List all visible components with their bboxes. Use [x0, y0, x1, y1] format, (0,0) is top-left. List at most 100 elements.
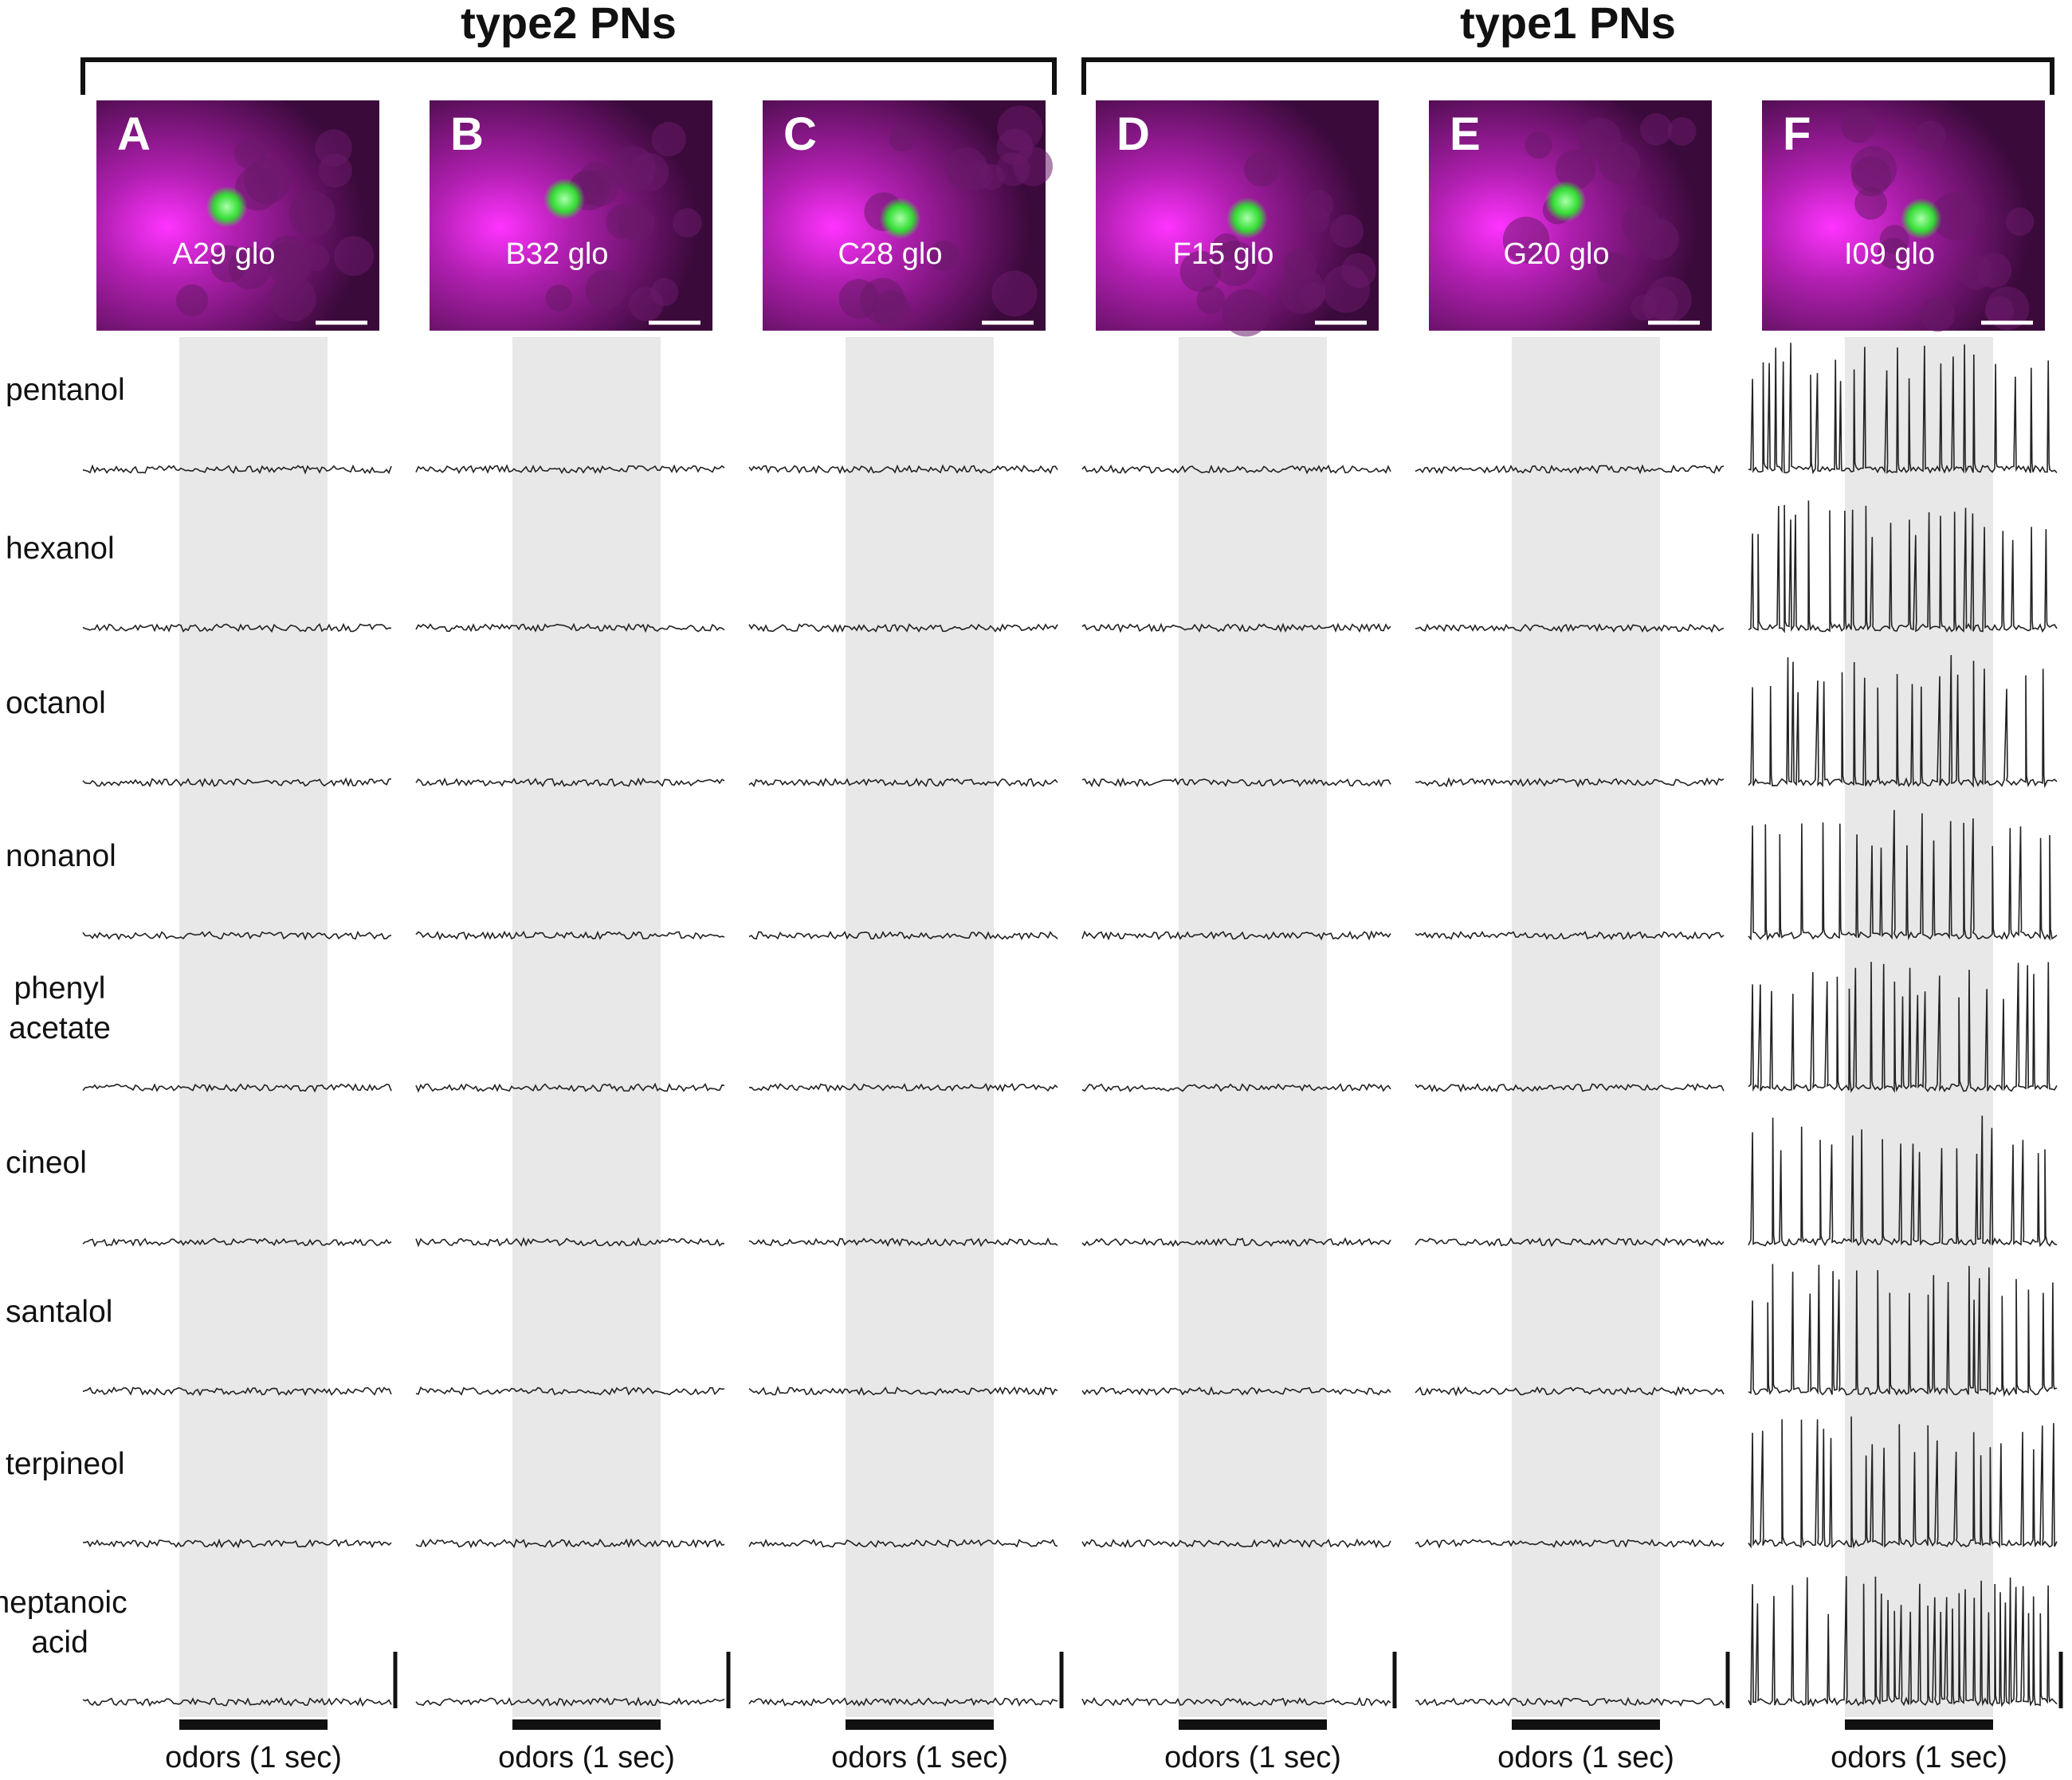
voltage-trace	[1748, 1264, 2058, 1398]
glomerulus	[618, 204, 655, 241]
glomerulus	[1596, 252, 1631, 286]
voltage-trace	[748, 464, 1058, 475]
voltage-trace	[82, 464, 392, 475]
glomerulus	[288, 190, 336, 237]
odor-label: terpineol	[6, 1447, 125, 1481]
stimulus-window	[846, 337, 994, 1717]
glomerulus	[1330, 214, 1364, 249]
glomerulus	[334, 236, 375, 276]
odor-label: cineol	[6, 1146, 87, 1180]
stimulus-window	[512, 337, 661, 1717]
glomerulus	[1578, 117, 1622, 160]
glomerulus-label: I09 glo	[1844, 237, 1935, 271]
glomerulus	[1854, 186, 1887, 220]
voltage-trace	[748, 1386, 1058, 1396]
stimulus-label: odors (1 sec)	[1831, 1741, 2007, 1774]
labeled-glomerulus	[206, 186, 248, 228]
stimulus-label: odors (1 sec)	[1164, 1741, 1341, 1774]
voltage-trace	[415, 930, 725, 941]
voltage-trace	[1748, 1416, 2058, 1549]
voltage-trace	[1081, 1696, 1391, 1707]
voltage-trace	[1081, 777, 1391, 788]
voltage-trace	[1081, 1386, 1391, 1396]
voltage-trace	[1415, 1696, 1725, 1707]
labeled-glomerulus	[1900, 198, 1942, 240]
voltage-trace	[1415, 623, 1725, 633]
odor-label: octanol	[6, 686, 106, 720]
voltage-trace	[748, 1083, 1058, 1093]
labeled-glomerulus	[1544, 180, 1587, 222]
bracket	[1081, 57, 2054, 95]
glomerulus	[1920, 296, 1956, 332]
glomerulus	[267, 241, 312, 287]
voltage-trace	[82, 931, 392, 941]
voltage-trace	[748, 623, 1058, 633]
glomerulus	[2005, 207, 2035, 236]
glomerulus	[997, 105, 1043, 151]
glomerulus	[270, 276, 316, 322]
stimulus-window	[1512, 337, 1660, 1717]
glomerulus	[650, 278, 679, 307]
odor-label: nonanol	[6, 839, 116, 873]
voltage-trace	[1081, 1237, 1391, 1248]
glomerulus-label: G20 glo	[1503, 237, 1609, 271]
panel-letter: C	[783, 108, 817, 160]
panel-letter: E	[1450, 108, 1481, 160]
glomerulus	[1502, 216, 1550, 264]
panel-letter: D	[1116, 108, 1150, 160]
glomerulus	[673, 208, 702, 237]
glomerulus	[228, 246, 272, 290]
stimulus-bar	[512, 1719, 661, 1730]
glomerulus	[1555, 149, 1596, 190]
voltage-trace	[748, 1697, 1058, 1707]
bracket	[80, 57, 1057, 95]
stimulus-label: odors (1 sec)	[165, 1741, 342, 1774]
odor-label: santalol	[6, 1295, 112, 1329]
glomerulus	[1879, 225, 1909, 255]
voltage-trace	[1748, 343, 2058, 475]
glomerulus	[585, 269, 626, 310]
stimulus-bar	[179, 1719, 328, 1730]
glomerulus	[1915, 120, 1946, 151]
voltage-trace	[1748, 962, 2058, 1093]
glomerulus	[1222, 288, 1270, 337]
micrograph: B B32 glo	[430, 100, 712, 331]
voltage-trace	[415, 1082, 725, 1093]
voltage-trace	[1415, 1083, 1725, 1093]
glomerulus-label: F15 glo	[1173, 237, 1274, 271]
glomerulus	[838, 279, 879, 320]
glomerulus	[1646, 276, 1692, 323]
voltage-trace	[415, 622, 725, 633]
glomerulus	[1976, 253, 2012, 288]
voltage-trace	[1081, 1083, 1391, 1092]
voltage-trace	[415, 777, 725, 788]
glomerulus	[1243, 151, 1279, 187]
voltage-trace	[1081, 1538, 1391, 1549]
labeled-glomerulus	[1226, 197, 1268, 239]
voltage-trace	[1748, 1576, 2058, 1707]
voltage-trace	[415, 1538, 725, 1549]
micrograph: F I09 glo	[1762, 100, 2045, 332]
glomerulus	[889, 126, 915, 152]
micrograph: D F15 glo	[1096, 100, 1379, 337]
glomerulus	[1931, 192, 1980, 241]
group-title: type2 PNs	[461, 0, 677, 48]
odor-label: pentanol	[6, 373, 125, 407]
glomerulus	[962, 159, 993, 191]
voltage-trace	[82, 1696, 392, 1707]
stimulus-bar	[1512, 1719, 1660, 1730]
glomerulus	[1985, 286, 2030, 331]
voltage-trace	[1081, 622, 1391, 633]
voltage-trace	[1748, 810, 2058, 941]
stimulus-window	[1179, 337, 1327, 1717]
glomerulus	[1212, 233, 1241, 262]
glomerulus	[1525, 131, 1552, 159]
stimulus-bar	[1845, 1719, 1993, 1730]
voltage-trace	[82, 1538, 392, 1549]
voltage-trace	[1081, 464, 1391, 475]
stimulus-bar	[846, 1719, 994, 1730]
glomerulus	[1303, 190, 1334, 221]
glomerulus	[928, 240, 959, 272]
voltage-trace	[82, 1386, 392, 1397]
